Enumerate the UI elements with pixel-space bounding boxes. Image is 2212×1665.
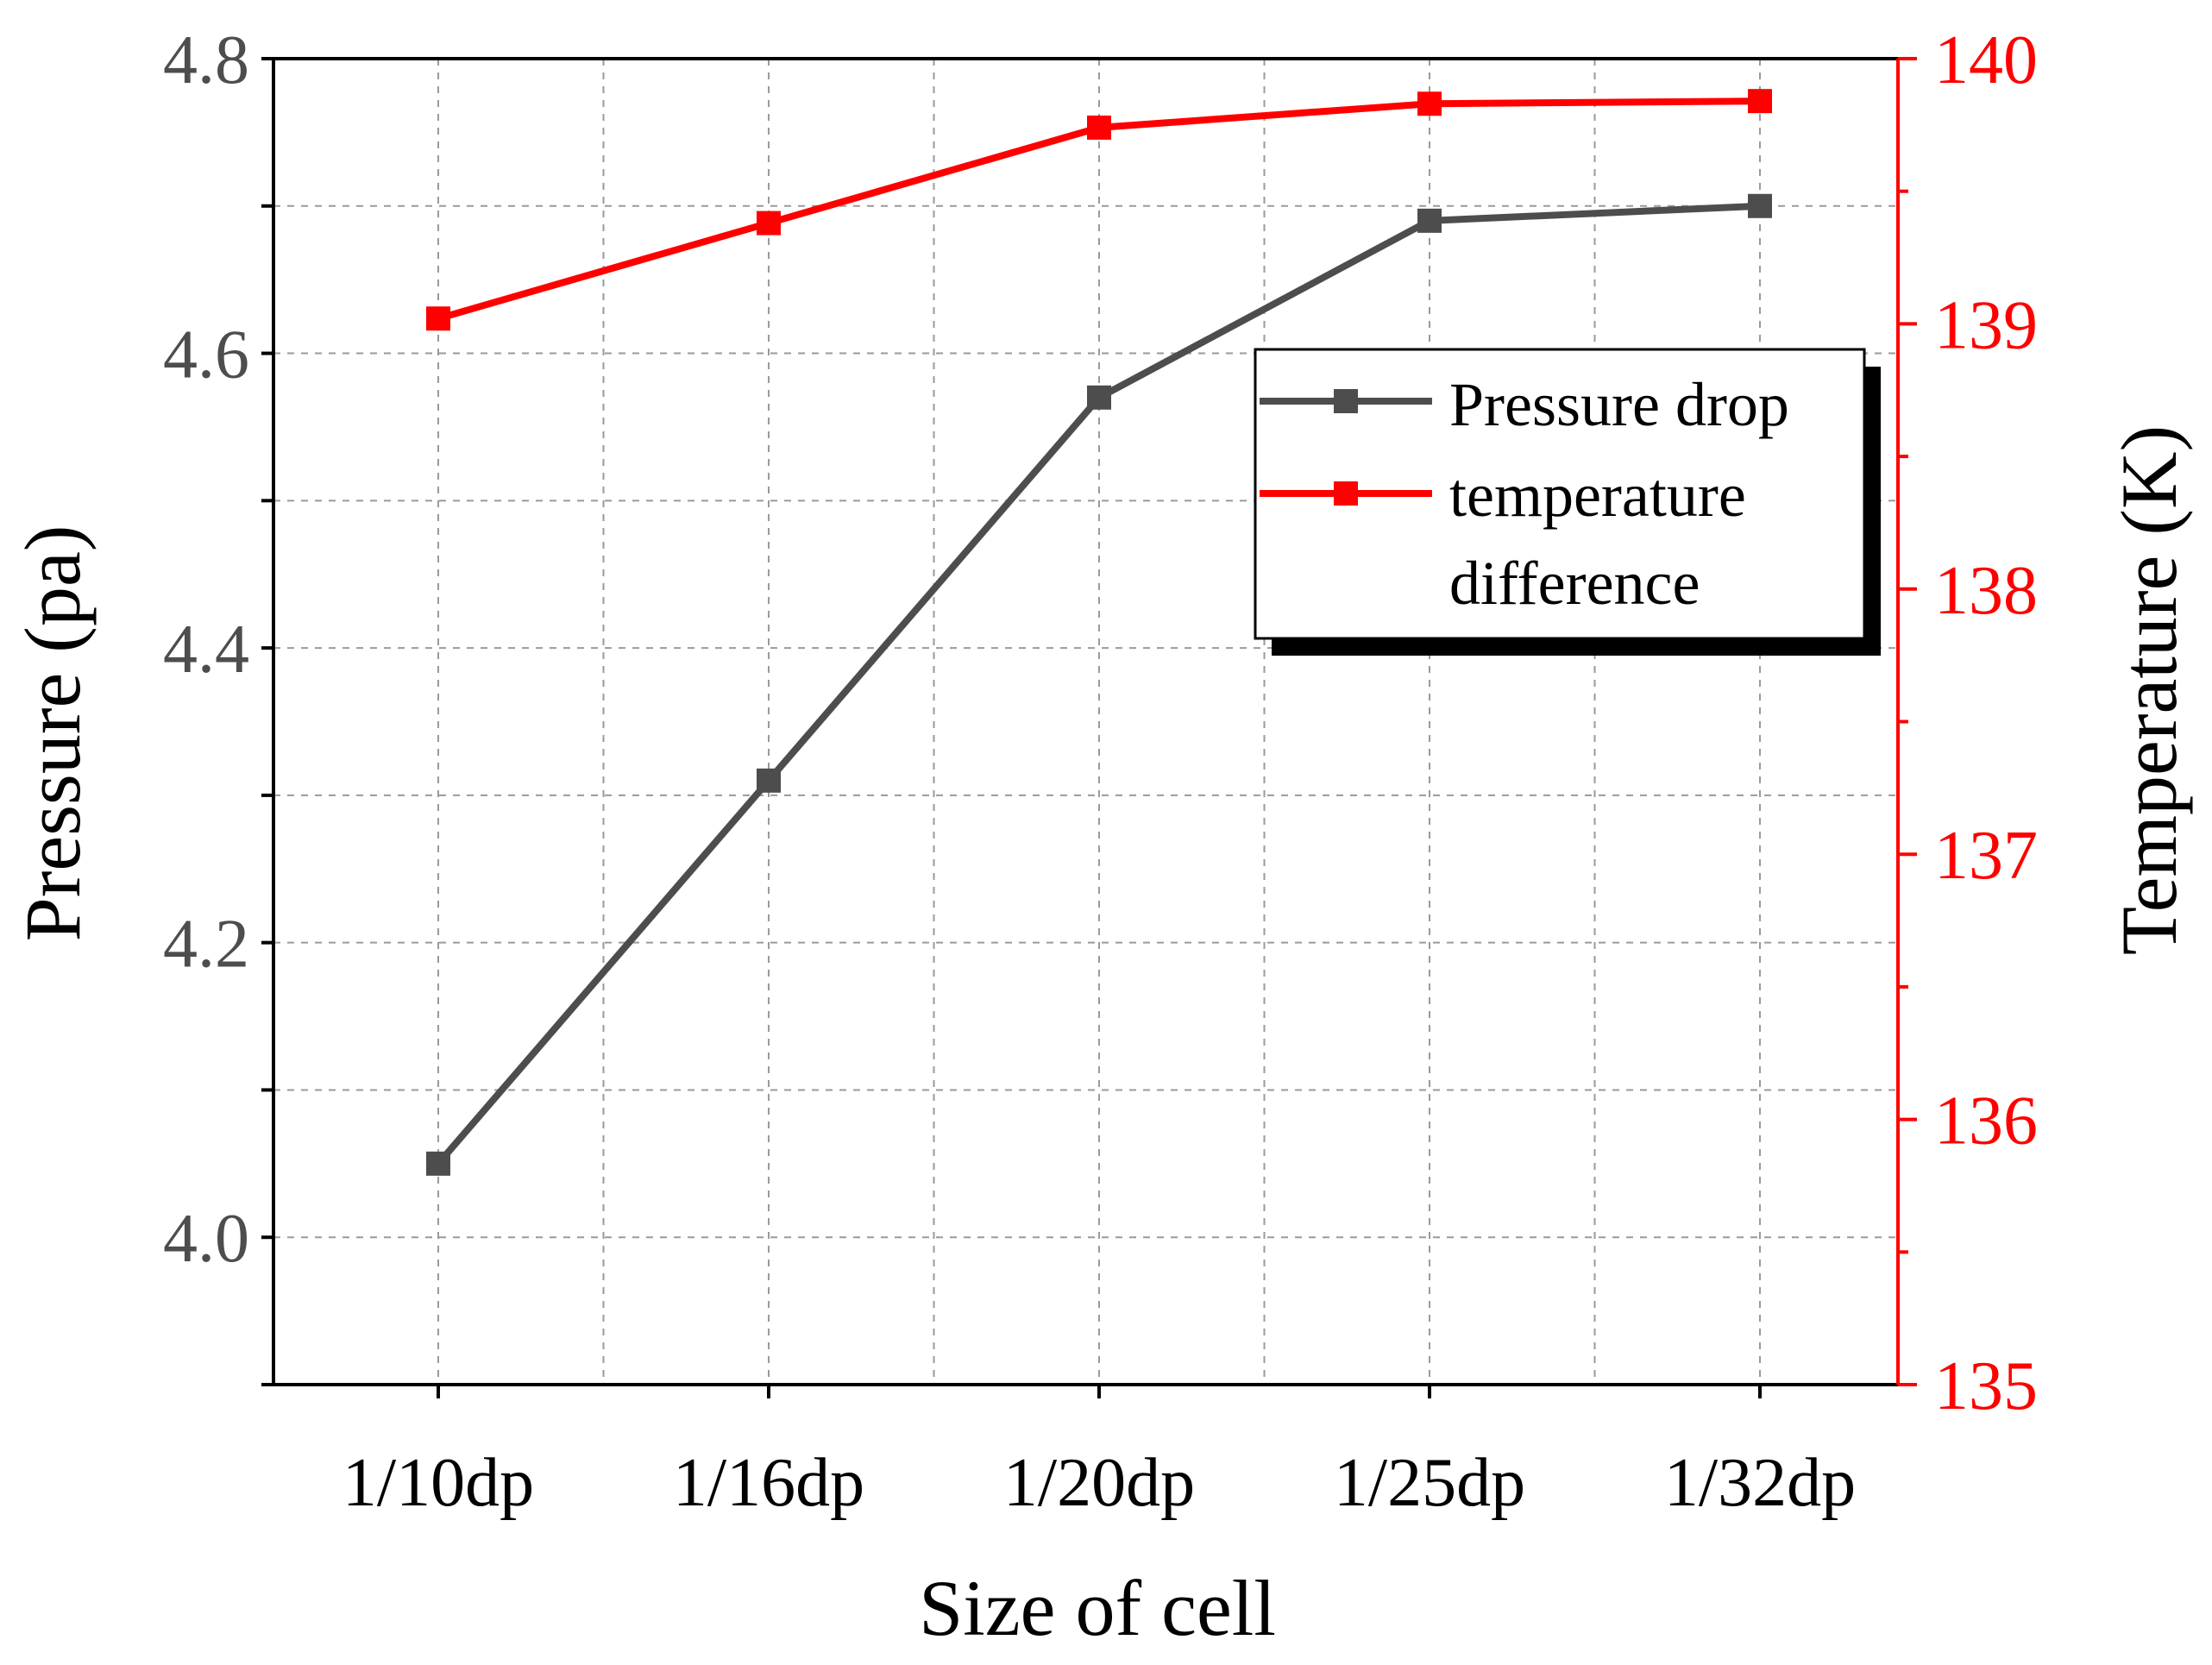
grid-layer [273, 59, 1898, 1385]
labels-layer: 4.0 4.2 4.4 4.6 4.8 135 136 137 138 139 140 1/10dp 1… [163, 22, 2038, 1521]
y-right-tick-label: 139 [1934, 287, 2038, 363]
series-layer [426, 89, 1772, 1176]
y-right-tick-label: 136 [1934, 1084, 2038, 1159]
y-left-tick-label: 4.0 [163, 1201, 249, 1277]
y-left-tick-label: 4.2 [163, 907, 249, 983]
x-tick-label: 1/10dp [342, 1445, 534, 1521]
y-right-tick-label: 135 [1934, 1348, 2038, 1424]
y-right-tick-label: 137 [1934, 818, 2038, 894]
series-marker [1417, 91, 1442, 116]
series-marker [1087, 385, 1111, 410]
y-axis-right-title: Temperature (K) [2105, 425, 2193, 955]
series-marker [1087, 115, 1111, 140]
y-left-tick-label: 4.4 [163, 612, 249, 688]
series-marker [757, 210, 781, 236]
legend-pressure-label: Pressure drop [1449, 370, 1789, 439]
y-axis-left-title: Pressure (pa) [9, 525, 97, 942]
y-right-tick-label: 138 [1934, 553, 2038, 629]
y-left-tick-label: 4.6 [163, 317, 249, 393]
x-tick-label: 1/25dp [1334, 1445, 1525, 1521]
x-tick-label: 1/16dp [673, 1445, 864, 1521]
legend-temperature-label-line2: difference [1449, 549, 1700, 618]
legend-temperature-label-line1: temperature [1449, 461, 1746, 530]
series-marker [426, 1151, 450, 1176]
series-marker [757, 768, 781, 793]
legend-pressure-marker [1334, 389, 1358, 413]
x-tick-label: 1/20dp [1003, 1445, 1195, 1521]
x-tick-label: 1/32dp [1664, 1445, 1856, 1521]
series-marker [1417, 208, 1442, 233]
legend: Pressure drop temperature difference [1254, 348, 1881, 656]
legend-temperature-marker [1334, 481, 1358, 506]
series-marker [426, 306, 450, 331]
axes-layer [261, 57, 1917, 1398]
y-right-tick-label: 140 [1934, 22, 2038, 98]
series-marker [1748, 89, 1772, 114]
x-axis-title: Size of cell [919, 1564, 1276, 1652]
series-marker [1748, 193, 1772, 218]
y-left-tick-label: 4.8 [163, 22, 249, 98]
